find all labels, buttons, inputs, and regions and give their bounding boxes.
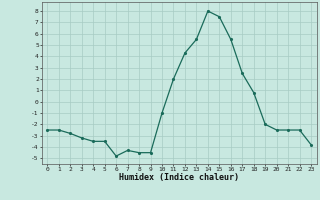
X-axis label: Humidex (Indice chaleur): Humidex (Indice chaleur) (119, 173, 239, 182)
